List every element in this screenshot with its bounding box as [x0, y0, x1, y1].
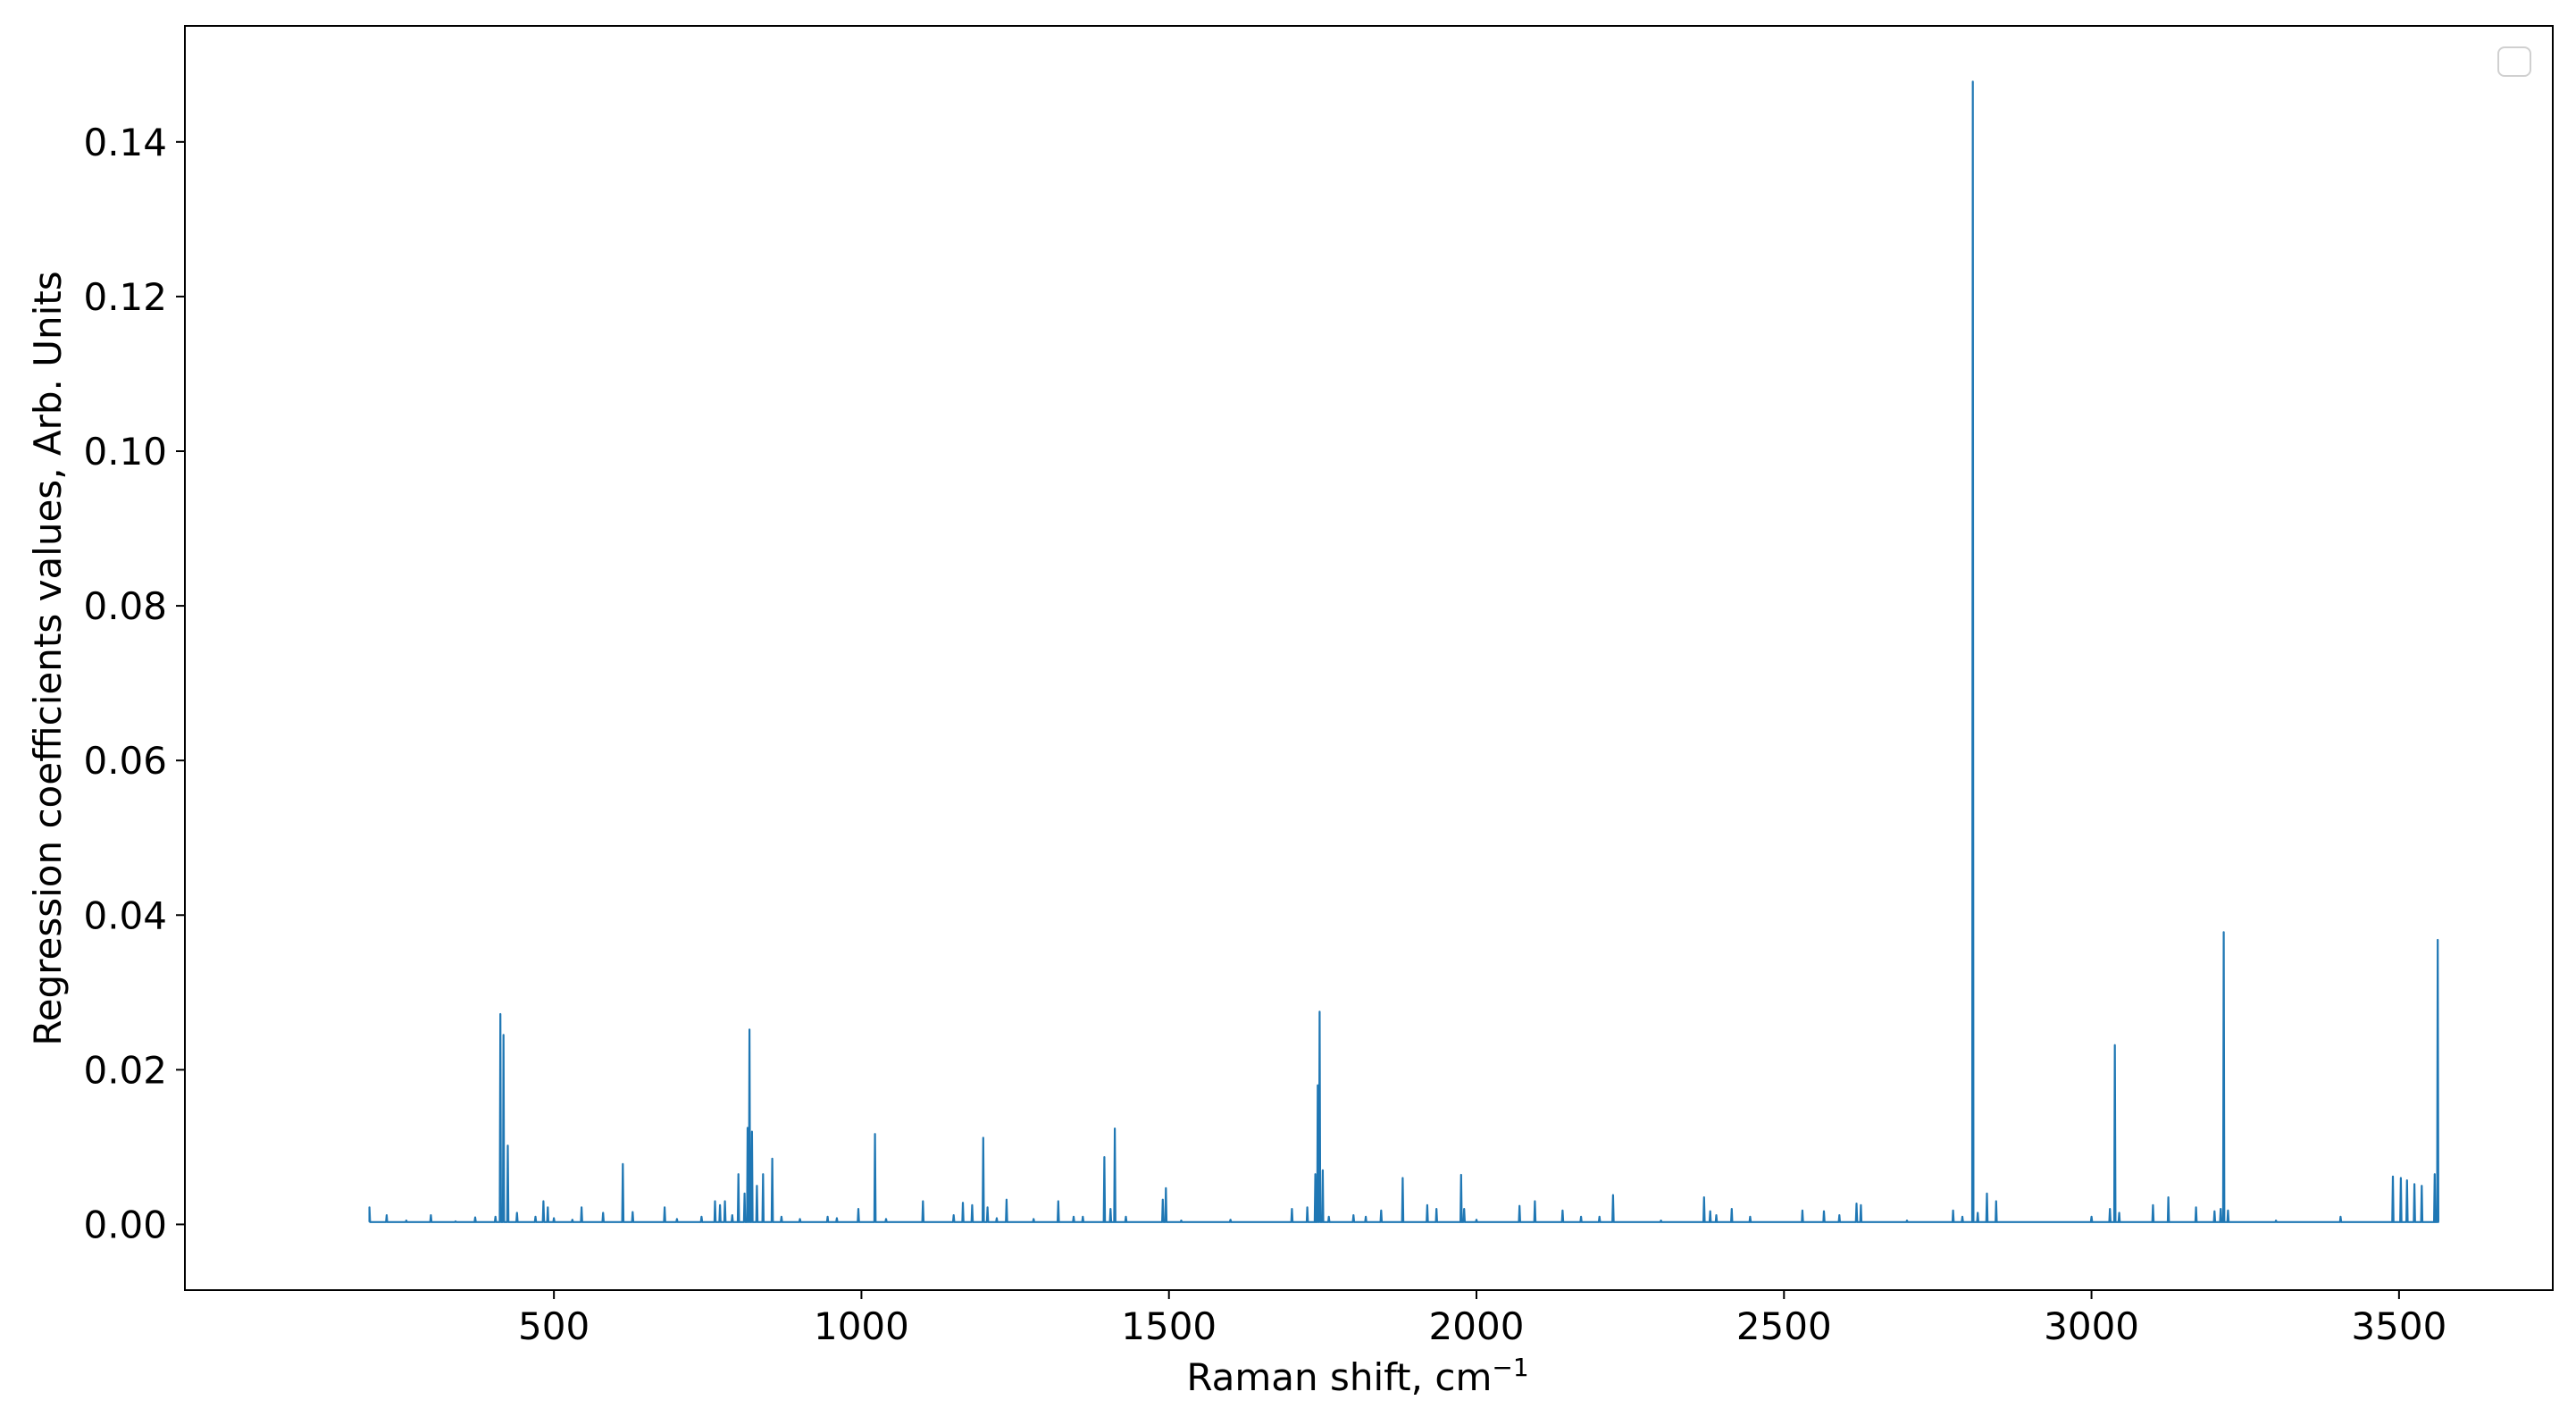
x-tick-label: 2500 [1736, 1304, 1832, 1348]
x-tick-label: 1500 [1121, 1304, 1217, 1348]
y-tick-label: 0.08 [83, 584, 167, 628]
y-tick-label: 0.10 [83, 430, 167, 474]
x-axis-title-superscript: −1 [1492, 1353, 1528, 1382]
x-tick-label: 500 [518, 1304, 590, 1348]
x-axis-title: Raman shift, cm−1 [1186, 1353, 1528, 1399]
x-axis-title-text: Raman shift, cm [1186, 1355, 1492, 1399]
y-tick-label: 0.02 [83, 1048, 167, 1092]
x-tick-label: 3500 [2351, 1304, 2446, 1348]
y-tick-label: 0.06 [83, 739, 167, 783]
y-tick-label: 0.00 [83, 1203, 167, 1246]
x-tick-label: 1000 [814, 1304, 909, 1348]
series-line [368, 80, 2439, 1223]
y-tick-label: 0.04 [83, 893, 167, 937]
legend-box [2497, 46, 2531, 77]
y-axis-ticks: 0.00 0.02 0.04 0.06 0.08 0.10 0.12 0.14 [83, 121, 185, 1246]
y-tick-label: 0.12 [83, 275, 167, 319]
y-axis-title: Regression coefficients values, Arb. Uni… [26, 271, 70, 1045]
x-tick-label: 3000 [2044, 1304, 2139, 1348]
plot-area [184, 25, 2554, 1291]
x-tick-label: 2000 [1429, 1304, 1525, 1348]
x-axis-ticks: 500 1000 1500 2000 2500 3000 3500 [518, 1290, 2446, 1348]
y-tick-label: 0.14 [83, 121, 167, 164]
